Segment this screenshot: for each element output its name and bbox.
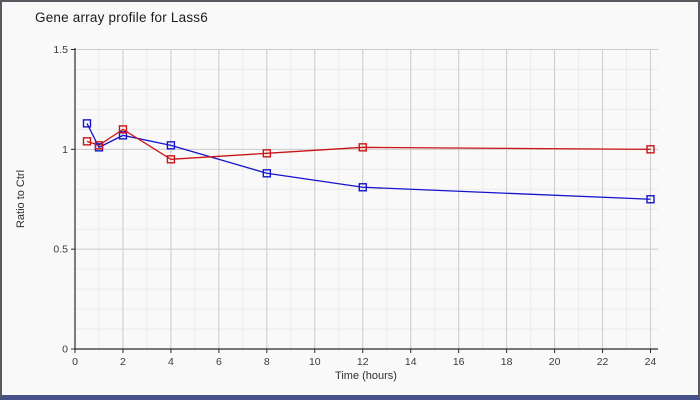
x-tick-label: 24: [645, 356, 657, 368]
red-series-marker: [94, 141, 104, 150]
x-tick-label: 8: [264, 356, 270, 368]
x-tick-label: 2: [120, 356, 126, 368]
blue-series-line: [86, 123, 651, 200]
y-axis-title: Ratio to Ctrl: [15, 169, 27, 229]
x-tick-label: 0: [72, 356, 78, 368]
x-axis-title: Time (hours): [335, 370, 397, 382]
red-series-marker: [166, 155, 176, 164]
y-tick-label: 1: [62, 144, 68, 156]
x-tick-label: 18: [501, 356, 513, 368]
blue-series-marker: [82, 119, 92, 128]
x-tick-label: 14: [405, 356, 417, 368]
red-series-marker: [118, 125, 128, 134]
blue-series-marker: [166, 141, 176, 150]
blue-series-marker: [646, 195, 655, 204]
x-tick-label: 12: [357, 356, 369, 368]
chart-title: Gene array profile for Lass6: [35, 10, 208, 25]
y-tick-label: 0: [62, 344, 68, 356]
blue-series-marker: [262, 169, 272, 178]
x-tick-label: 22: [597, 356, 609, 368]
red-series-marker: [262, 149, 272, 158]
x-tick-label: 20: [549, 356, 561, 368]
x-tick-label: 16: [453, 356, 465, 368]
red-series-marker: [358, 143, 367, 152]
y-tick-label: 0.5: [53, 244, 68, 256]
y-tick-label: 1.5: [53, 44, 68, 56]
red-series-line: [86, 128, 651, 160]
blue-series-marker: [358, 183, 367, 192]
x-tick-label: 6: [216, 356, 222, 368]
red-series-marker: [646, 145, 655, 154]
x-tick-label: 4: [168, 356, 174, 368]
red-series-marker: [82, 137, 92, 146]
blue-series-marker: [118, 131, 128, 140]
x-tick-label: 10: [309, 356, 321, 368]
